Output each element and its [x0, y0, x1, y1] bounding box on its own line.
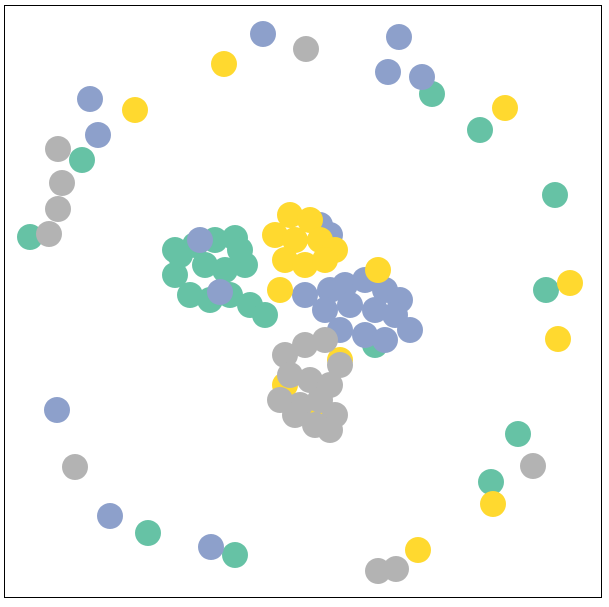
scatter-point-yellow-6 — [405, 537, 431, 563]
scatter-point-green-7 — [222, 542, 248, 568]
scatter-point-green-15 — [212, 257, 238, 283]
scatter-point-yellow-15 — [312, 247, 338, 273]
scatter-point-blue-6 — [44, 397, 70, 423]
scatter-point-blue-13 — [292, 282, 318, 308]
scatter-point-gray-1 — [45, 136, 71, 162]
scatter-point-gray-12 — [327, 352, 353, 378]
scatter-point-green-8 — [69, 147, 95, 173]
scatter-point-green-24 — [227, 237, 253, 263]
scatter-point-blue-8 — [198, 534, 224, 560]
scatter-point-yellow-10 — [282, 227, 308, 253]
scatter-point-yellow-17 — [365, 257, 391, 283]
scatter-point-yellow-9 — [262, 222, 288, 248]
scatter-point-blue-2 — [375, 59, 401, 85]
scatter-point-blue-3 — [409, 64, 435, 90]
scatter-point-blue-26 — [372, 327, 398, 353]
scatter-point-yellow-8 — [297, 207, 323, 233]
scatter-point-gray-3 — [45, 196, 71, 222]
scatter-point-yellow-2 — [492, 95, 518, 121]
scatter-point-yellow-0 — [211, 51, 237, 77]
scatter-point-blue-4 — [77, 86, 103, 112]
scatter-point-yellow-14 — [292, 252, 318, 278]
scatter-point-green-1 — [467, 117, 493, 143]
scatter-point-yellow-3 — [557, 270, 583, 296]
scatter-point-gray-2 — [49, 170, 75, 196]
scatter-point-blue-9 — [187, 227, 213, 253]
scatter-point-yellow-1 — [122, 97, 148, 123]
scatter-point-green-2 — [542, 182, 568, 208]
scatter-point-yellow-5 — [480, 491, 506, 517]
scatter-point-yellow-4 — [545, 326, 571, 352]
scatter-point-gray-6 — [62, 454, 88, 480]
scatter-point-gray-8 — [383, 556, 409, 582]
scatter-point-yellow-16 — [267, 277, 293, 303]
scatter-point-gray-14 — [297, 367, 323, 393]
scatter-point-blue-25 — [352, 322, 378, 348]
scatter-point-gray-20 — [282, 402, 308, 428]
scatter-point-blue-19 — [312, 297, 338, 323]
scatter-point-blue-20 — [337, 292, 363, 318]
scatter-point-green-23 — [167, 242, 193, 268]
scatter-point-blue-21 — [362, 297, 388, 323]
scatter-point-green-14 — [192, 252, 218, 278]
scatter-point-gray-0 — [293, 36, 319, 62]
scatter-point-green-4 — [505, 421, 531, 447]
scatter-point-gray-4 — [36, 221, 62, 247]
scatter-point-blue-7 — [97, 503, 123, 529]
scatter-point-gray-11 — [312, 327, 338, 353]
scatter-point-gray-10 — [292, 332, 318, 358]
scatter-point-blue-10 — [207, 279, 233, 305]
scatter-point-green-18 — [177, 282, 203, 308]
scatter-point-green-22 — [252, 302, 278, 328]
scatter-point-blue-23 — [397, 317, 423, 343]
scatter-point-gray-5 — [520, 453, 546, 479]
scatter-point-gray-13 — [277, 362, 303, 388]
scatter-point-gray-22 — [317, 417, 343, 443]
scatter-point-green-3 — [533, 277, 559, 303]
scatter-point-gray-9 — [272, 342, 298, 368]
scatter-point-blue-0 — [250, 21, 276, 47]
scatter-point-green-17 — [162, 262, 188, 288]
scatter-point-blue-1 — [386, 24, 412, 50]
scatter-point-green-6 — [135, 520, 161, 546]
points-layer — [17, 21, 583, 584]
scatter-point-green-5 — [478, 469, 504, 495]
scatter-point-yellow-7 — [277, 202, 303, 228]
scatter-point-blue-5 — [85, 122, 111, 148]
scatter-point-yellow-13 — [272, 247, 298, 273]
scatter-point-blue-15 — [332, 272, 358, 298]
